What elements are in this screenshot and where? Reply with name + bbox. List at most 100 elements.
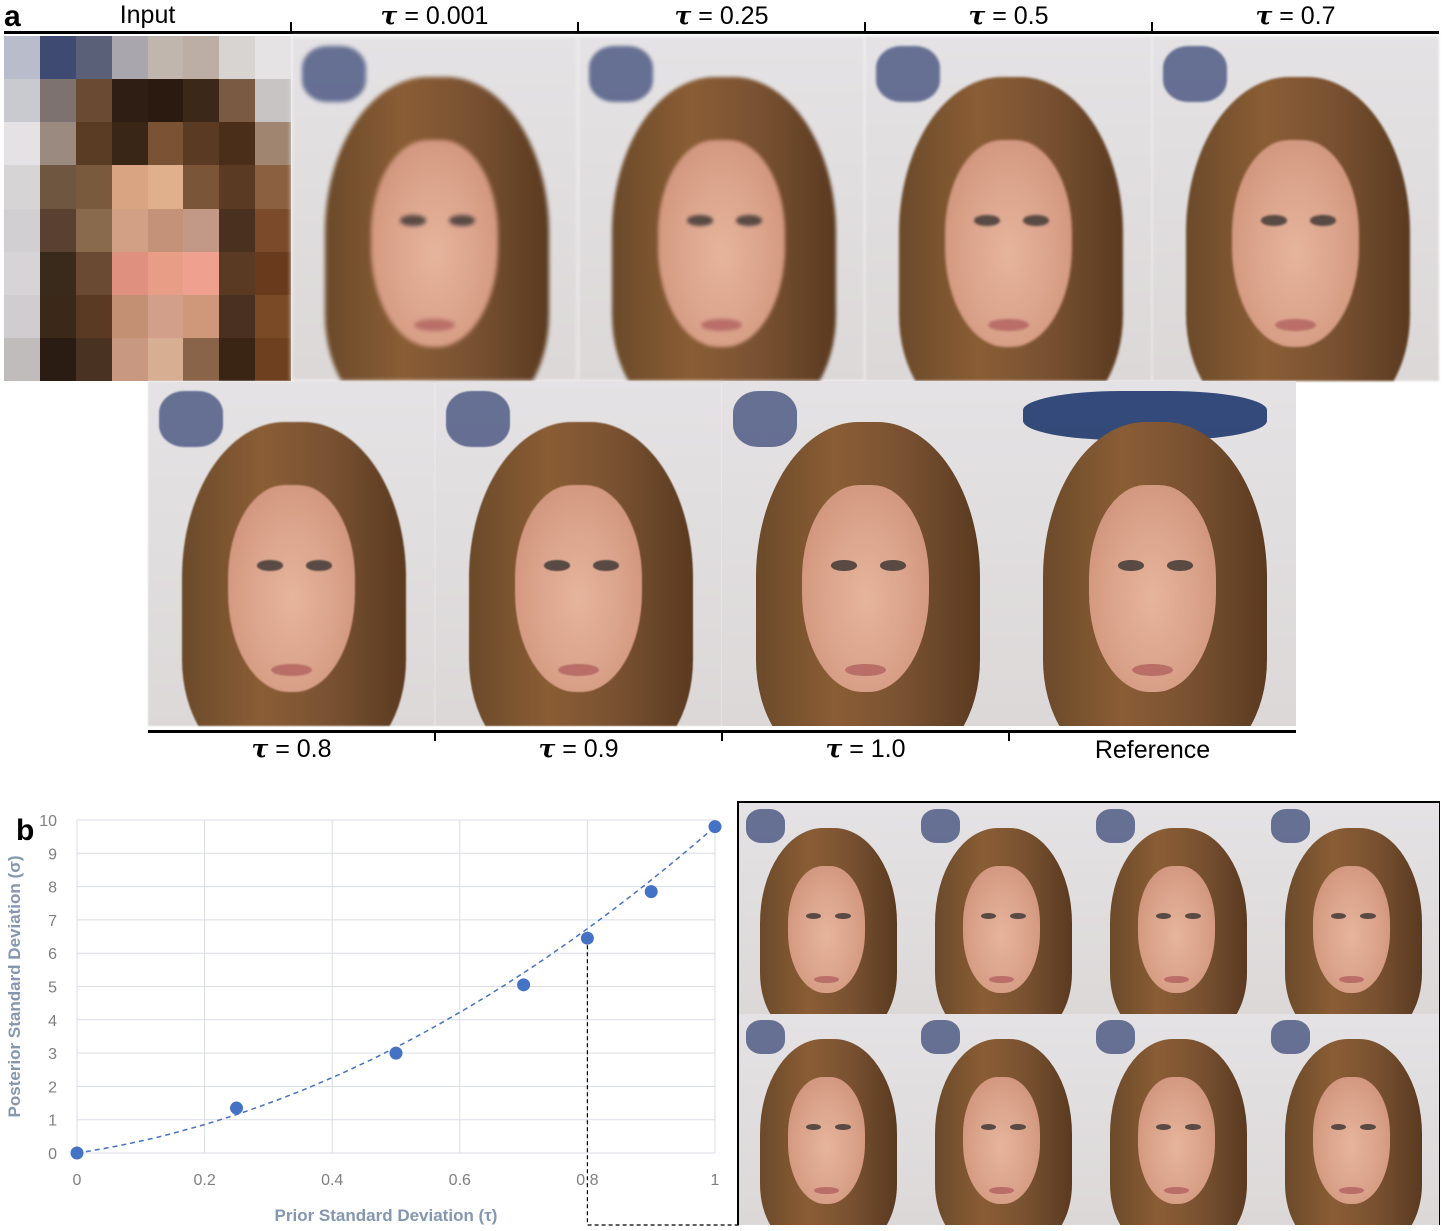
y-tick-label: 8 xyxy=(48,880,57,897)
x-tick-label: 1 xyxy=(711,1172,720,1189)
sample-face-image xyxy=(739,1014,914,1225)
y-tick-label: 1 xyxy=(48,1113,57,1130)
input-pixel xyxy=(147,36,184,80)
input-pixel xyxy=(147,165,184,209)
face-image-tau-025 xyxy=(578,36,865,381)
input-pixelated-image xyxy=(4,36,291,381)
label-tau-07: τ = 0.7 xyxy=(1255,1,1336,30)
top-tick xyxy=(864,22,866,32)
label-input: Input xyxy=(119,1,176,29)
input-pixel xyxy=(4,122,40,166)
input-pixel xyxy=(183,294,220,338)
top-rule xyxy=(4,31,1439,34)
sample-face-image xyxy=(914,803,1089,1014)
label-tau-08: τ = 0.8 xyxy=(251,734,332,763)
input-pixel xyxy=(39,294,76,338)
top-tick xyxy=(290,22,292,32)
panel-a-letter: a xyxy=(4,0,21,33)
trendline xyxy=(76,826,716,1154)
data-point xyxy=(70,1146,84,1160)
x-tick-label: 0.2 xyxy=(193,1172,215,1189)
face-image-reference xyxy=(1009,381,1296,726)
input-pixel xyxy=(147,251,184,295)
input-pixel xyxy=(39,36,76,80)
input-pixel xyxy=(219,294,256,338)
input-pixel xyxy=(39,337,76,381)
data-point xyxy=(580,931,594,945)
input-pixel xyxy=(219,337,256,381)
input-pixel xyxy=(219,122,256,166)
input-pixel xyxy=(255,251,291,295)
label-tau-05: τ = 0.5 xyxy=(968,1,1049,30)
input-pixel xyxy=(39,208,76,252)
x-tick-label: 0 xyxy=(73,1172,82,1189)
x-tick-label: 0.4 xyxy=(321,1172,343,1189)
panel-b-letter: b xyxy=(16,814,35,847)
y-tick-label: 7 xyxy=(48,913,57,930)
y-tick-label: 3 xyxy=(48,1046,57,1063)
input-pixel xyxy=(147,294,184,338)
input-pixel xyxy=(255,208,291,252)
sample-grid-frame xyxy=(737,801,1440,1225)
input-pixel xyxy=(147,337,184,381)
input-pixel xyxy=(39,79,76,123)
input-pixel xyxy=(183,122,220,166)
y-tick-label: 2 xyxy=(48,1079,57,1096)
input-pixel xyxy=(255,79,291,123)
input-pixel xyxy=(111,165,148,209)
input-pixel xyxy=(111,251,148,295)
sigma-vs-tau-chart: 0 1 2 3 4 5 6 7 8 9 10 0 0.2 0.4 0.6 0.8 1 Prior Standa… xyxy=(5,813,740,1226)
input-pixel xyxy=(4,251,40,295)
data-point xyxy=(708,820,722,834)
input-pixel xyxy=(111,79,148,123)
input-pixel xyxy=(183,36,220,80)
bottom-tick xyxy=(434,731,436,741)
input-pixel xyxy=(75,79,112,123)
top-tick xyxy=(1151,22,1153,32)
sample-face-image xyxy=(1089,803,1264,1014)
label-tau-025: τ = 0.25 xyxy=(674,1,769,30)
sample-face-image xyxy=(1264,803,1439,1014)
input-pixel xyxy=(147,208,184,252)
input-pixel xyxy=(255,337,291,381)
highlight-guide xyxy=(586,938,740,1226)
sample-face-image xyxy=(1264,1014,1439,1225)
face-image-tau-08 xyxy=(148,381,435,726)
face-image-tau-05 xyxy=(865,36,1152,381)
face-image-tau-09 xyxy=(435,381,722,726)
bottom-tick xyxy=(721,731,723,741)
input-pixel xyxy=(111,122,148,166)
input-pixel xyxy=(75,294,112,338)
data-point xyxy=(389,1046,403,1060)
x-tick-label: 0.6 xyxy=(449,1172,471,1189)
input-pixel xyxy=(183,165,220,209)
data-point xyxy=(517,978,531,992)
label-tau-09: τ = 0.9 xyxy=(538,734,619,763)
y-tick-label: 9 xyxy=(48,846,57,863)
input-pixel xyxy=(39,122,76,166)
input-pixel xyxy=(75,208,112,252)
input-pixel xyxy=(39,251,76,295)
input-pixel xyxy=(219,165,256,209)
y-tick-label: 6 xyxy=(48,946,57,963)
data-point xyxy=(230,1101,243,1115)
input-pixel xyxy=(147,79,184,123)
sample-face-image xyxy=(739,803,914,1014)
input-pixel xyxy=(219,208,256,252)
input-pixel xyxy=(111,337,148,381)
input-pixel xyxy=(183,208,220,252)
sample-face-image xyxy=(914,1014,1089,1225)
input-pixel xyxy=(4,79,40,123)
input-pixel xyxy=(183,337,220,381)
input-pixel xyxy=(4,165,40,209)
input-pixel xyxy=(255,165,291,209)
label-tau-10: τ = 1.0 xyxy=(825,734,906,763)
input-pixel xyxy=(4,337,40,381)
input-pixel xyxy=(4,36,40,80)
input-pixel xyxy=(111,208,148,252)
y-tick-label: 10 xyxy=(39,813,57,830)
input-pixel xyxy=(183,251,220,295)
input-pixel xyxy=(75,122,112,166)
face-image-tau-10 xyxy=(722,381,1009,726)
input-pixel xyxy=(75,337,112,381)
